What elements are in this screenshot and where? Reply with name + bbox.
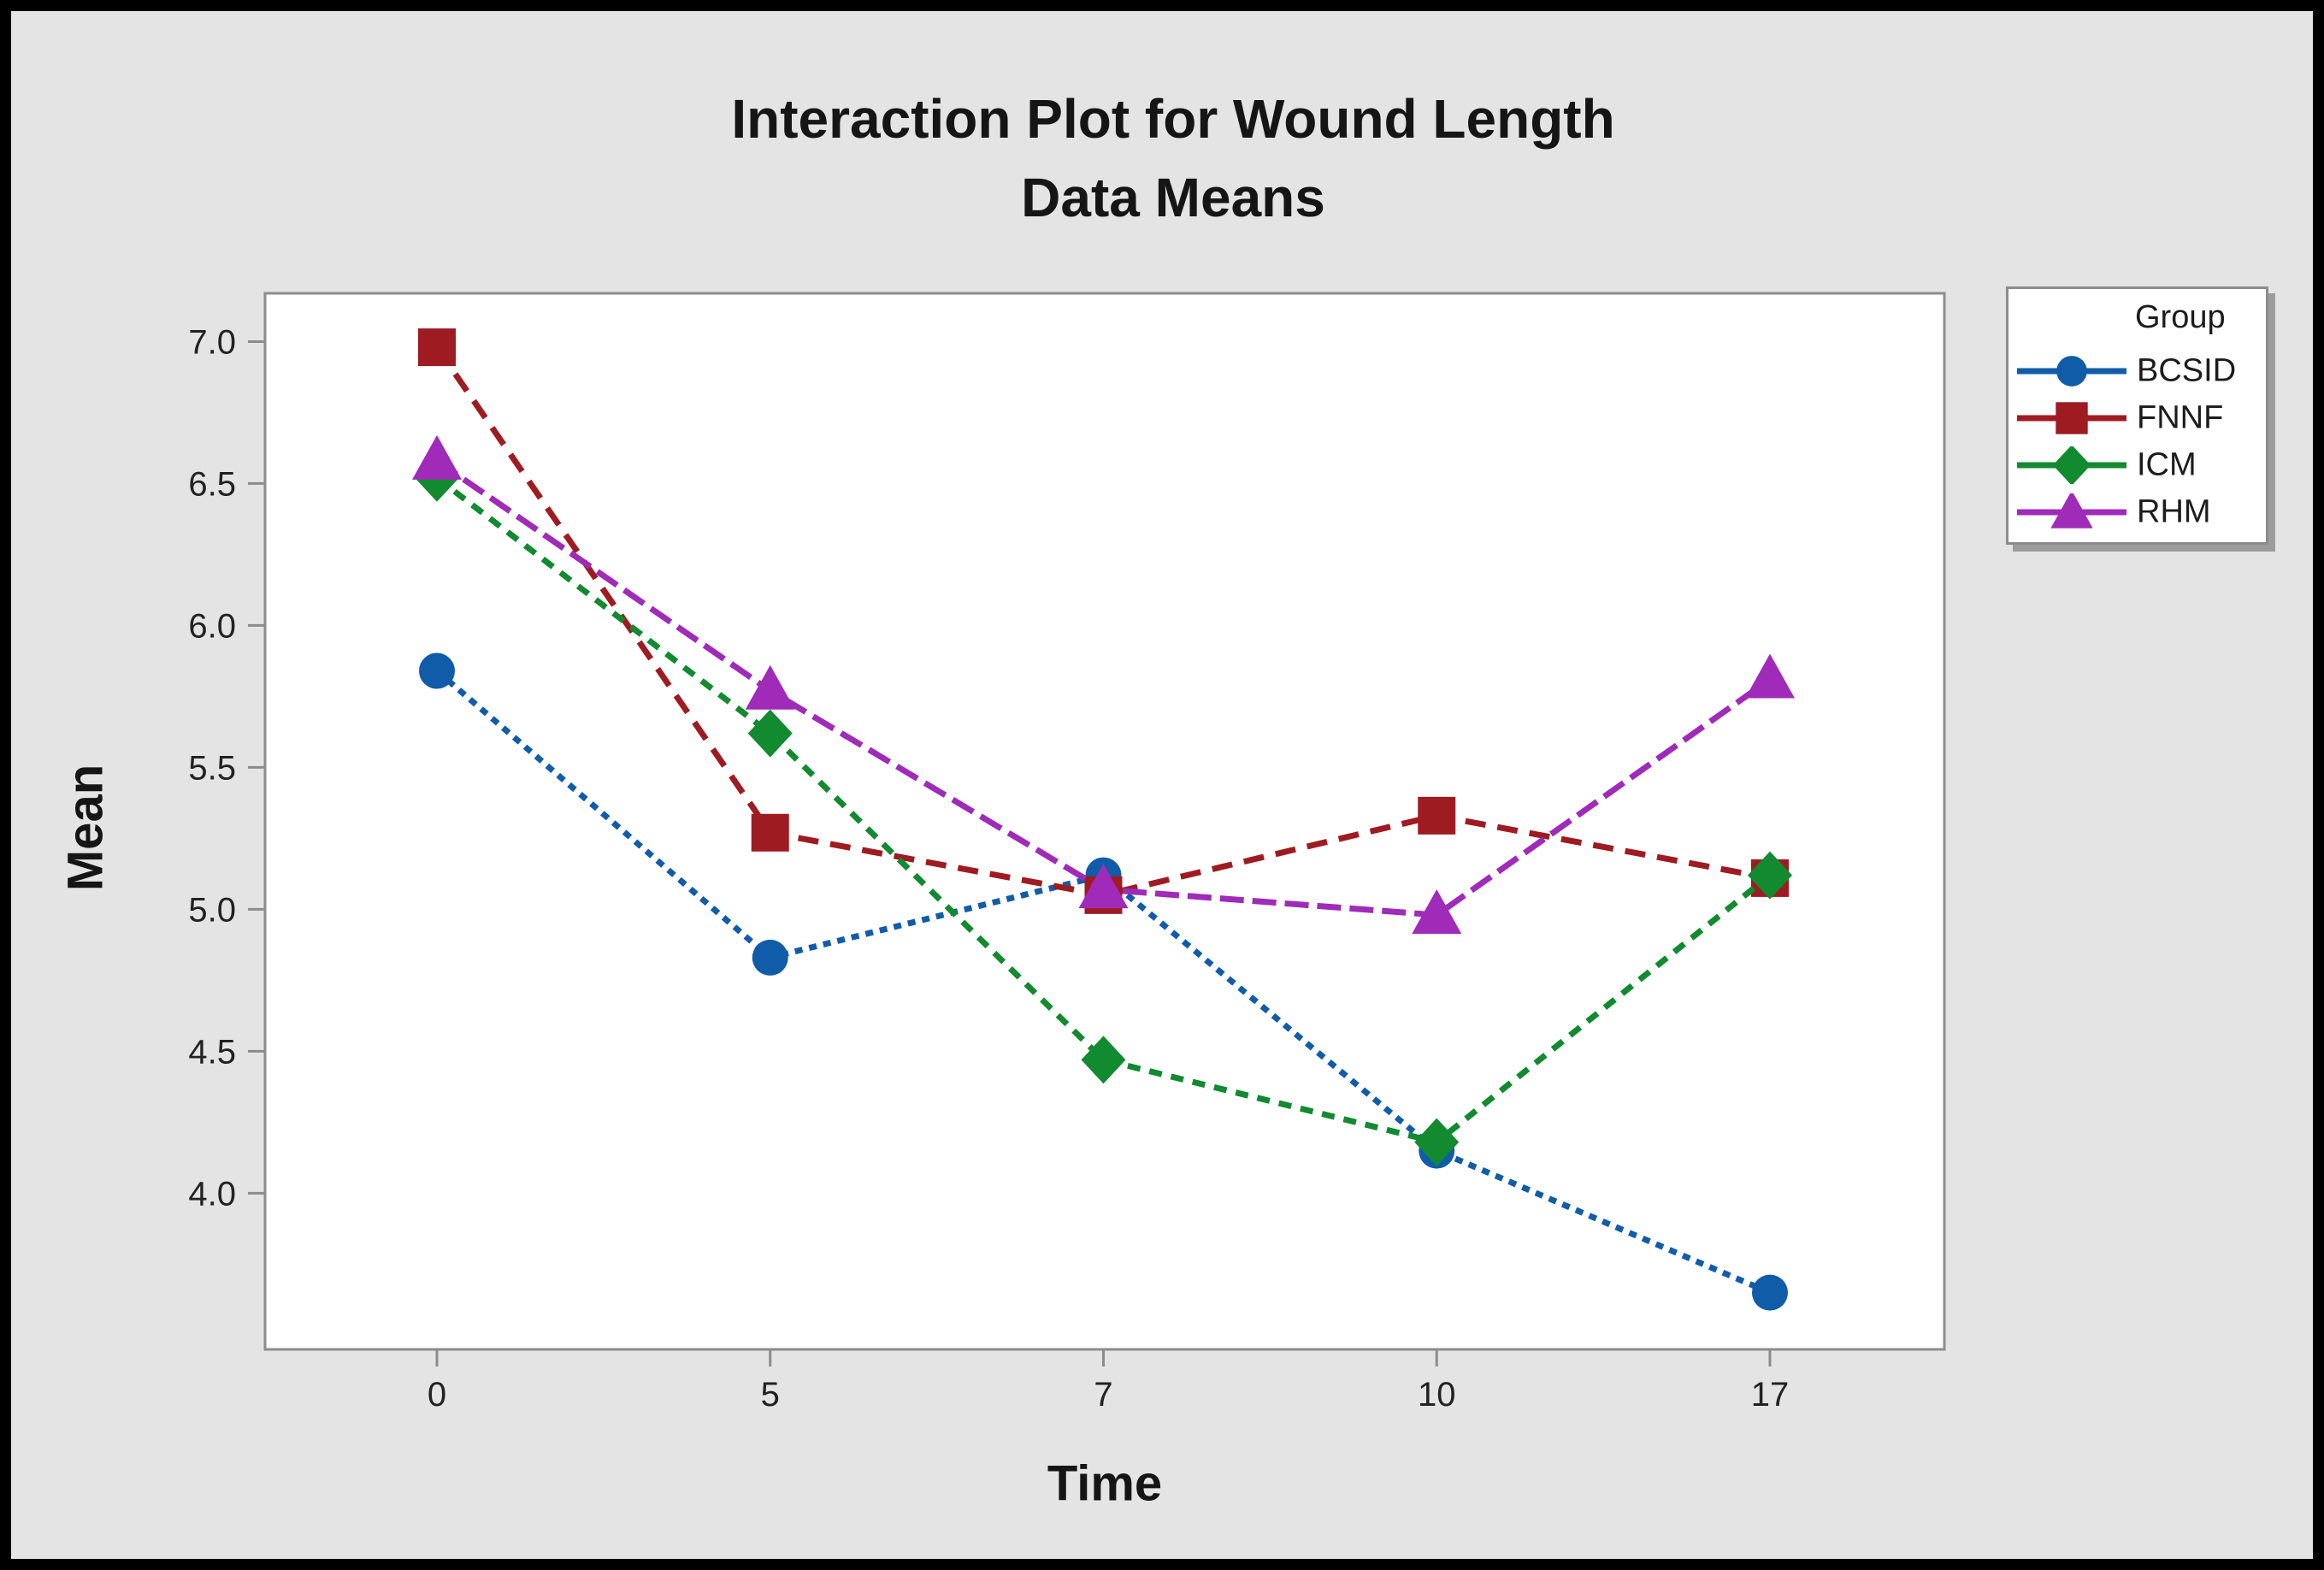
legend: Group BCSID FNNF ICM RHM (2006, 286, 2268, 545)
legend-row: RHM (2008, 493, 2265, 531)
legend-sample-rhm (2017, 493, 2126, 528)
series-icm (415, 453, 1792, 1166)
legend-label-bcsid: BCSID (2137, 352, 2237, 389)
x-tick-label: 0 (428, 1376, 446, 1414)
x-tick-label: 5 (761, 1376, 780, 1414)
y-tick-label: 7.0 (188, 323, 236, 361)
legend-row: ICM (2008, 446, 2265, 484)
legend-label-icm: ICM (2137, 446, 2197, 483)
y-axis-label: Mean (57, 764, 114, 892)
plot-area (263, 292, 1946, 1351)
x-tick-label: 7 (1094, 1376, 1112, 1414)
legend-label-fnnf: FNNF (2137, 399, 2224, 436)
chart-title-line-2: Data Means (1021, 167, 1325, 228)
y-tick-label: 5.0 (188, 891, 236, 929)
legend-sample-icm (2017, 446, 2126, 484)
y-tick-label: 4.5 (188, 1033, 236, 1071)
y-tick-label: 4.0 (188, 1175, 236, 1213)
legend-row: BCSID (2008, 352, 2265, 390)
series-rhm (412, 434, 1795, 935)
x-tick-label: 10 (1418, 1376, 1456, 1414)
y-tick-label: 5.5 (188, 749, 236, 787)
legend-row: FNNF (2008, 399, 2265, 437)
legend-label-rhm: RHM (2137, 493, 2211, 530)
chart-title: Interaction Plot for Wound Length Data M… (11, 80, 2313, 237)
x-tick-label: 17 (1751, 1376, 1790, 1414)
x-axis-label: Time (1047, 1455, 1163, 1512)
legend-sample-fnnf (2017, 402, 2126, 434)
legend-sample-bcsid (2017, 356, 2126, 387)
chart-canvas: 7.0 6.5 6.0 5.5 5.0 4.5 4.0 0 5 7 10 17 (188, 292, 1946, 1414)
chart-title-line-1: Interaction Plot for Wound Length (731, 88, 1615, 150)
y-tick-label: 6.5 (188, 465, 236, 503)
series-line (434, 668, 1772, 1296)
legend-title: Group (2135, 299, 2226, 335)
y-tick-label: 6.0 (188, 607, 236, 645)
